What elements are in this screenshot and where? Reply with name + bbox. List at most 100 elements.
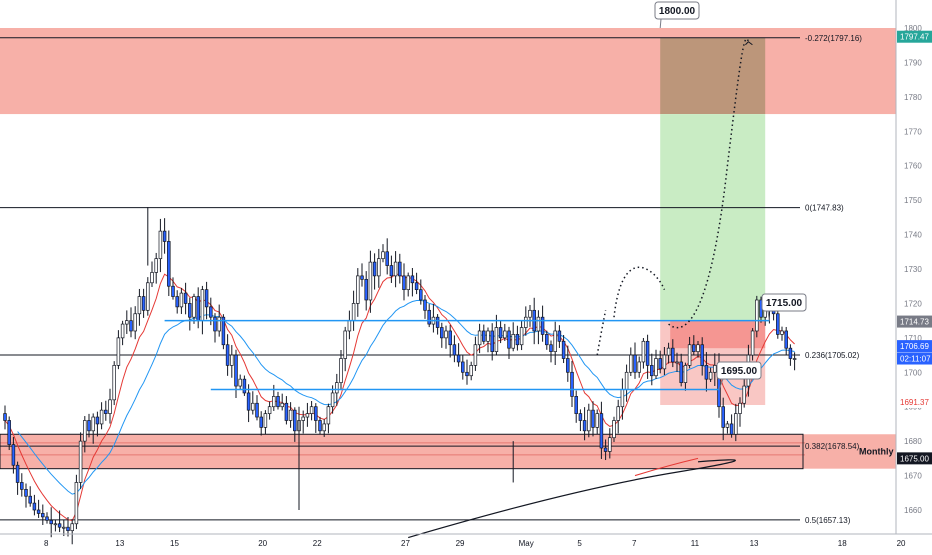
candle[interactable] [272,396,276,408]
candle[interactable] [435,316,440,328]
candle[interactable] [427,309,431,325]
candle[interactable] [713,365,717,373]
candle[interactable] [780,330,784,335]
candle[interactable] [549,344,553,352]
candle[interactable] [603,447,608,452]
candle[interactable] [356,275,360,304]
candle[interactable] [377,258,381,277]
candle[interactable] [41,513,45,518]
candle[interactable] [225,344,230,366]
candle[interactable] [616,406,620,421]
candle[interactable] [406,275,410,291]
candle[interactable] [671,347,675,363]
candle[interactable] [339,358,343,383]
candle[interactable] [708,371,713,380]
candle[interactable] [238,378,242,387]
candle[interactable] [511,334,515,349]
candle[interactable] [74,482,79,525]
candle[interactable] [104,409,108,414]
candle[interactable] [347,320,352,332]
candle[interactable] [335,382,339,394]
candle[interactable] [683,365,688,383]
candle[interactable] [24,488,28,497]
candle[interactable] [330,392,335,408]
candle[interactable] [368,261,373,301]
candle[interactable] [381,251,385,260]
candle[interactable] [637,361,641,373]
candle[interactable] [734,413,738,435]
candle[interactable] [599,413,604,449]
candle[interactable] [658,358,662,370]
candle[interactable] [419,289,423,301]
candle[interactable] [498,327,503,339]
candle[interactable] [452,344,457,356]
candle[interactable] [650,365,654,377]
candle[interactable] [507,330,511,349]
candle[interactable] [393,261,398,277]
candle[interactable] [171,285,175,297]
candle[interactable] [540,316,545,335]
candle[interactable] [251,402,255,411]
candle[interactable] [293,409,297,432]
candle[interactable] [309,406,314,414]
candle[interactable] [608,437,612,452]
candle[interactable] [557,330,562,342]
candle[interactable] [692,344,696,352]
candle[interactable] [364,278,368,301]
candle[interactable] [444,330,448,339]
candle[interactable] [125,320,129,325]
candle[interactable] [15,464,20,483]
candle[interactable] [141,296,146,311]
candle[interactable] [192,296,196,318]
candle[interactable] [11,444,16,466]
candle[interactable] [204,289,209,308]
candle[interactable] [209,306,213,318]
candle[interactable] [561,340,566,359]
candle[interactable] [221,316,226,346]
candle[interactable] [784,330,788,349]
candle[interactable] [587,409,591,432]
candle[interactable] [503,330,507,339]
candle[interactable] [461,361,465,373]
candle[interactable] [704,365,709,380]
candle[interactable] [351,303,356,321]
candle[interactable] [158,230,163,260]
candle[interactable] [83,420,87,442]
candle[interactable] [582,420,587,432]
candle[interactable] [612,420,616,439]
candle[interactable] [750,330,755,356]
candle[interactable] [578,413,583,421]
candle[interactable] [477,330,482,346]
candle[interactable] [280,402,284,408]
candle[interactable] [276,396,280,408]
candle[interactable] [36,509,41,514]
candle[interactable] [146,282,150,311]
candle[interactable] [641,340,646,363]
candle[interactable] [398,261,402,277]
candle[interactable] [242,378,247,394]
candle[interactable] [95,416,100,425]
candle[interactable] [255,402,259,418]
candle[interactable] [486,330,490,342]
candle[interactable] [469,365,473,377]
candle[interactable] [133,313,137,332]
candle[interactable] [259,416,263,428]
candle[interactable] [440,327,444,339]
candle[interactable] [465,371,469,377]
candle[interactable] [633,354,637,373]
candle[interactable] [162,230,167,242]
candle[interactable] [402,275,406,291]
candle[interactable] [116,337,121,366]
candle[interactable] [385,251,389,266]
candle[interactable] [448,330,452,346]
candle[interactable] [410,275,415,284]
candle[interactable] [49,519,53,525]
candle[interactable] [662,354,667,370]
candle[interactable] [78,440,83,483]
candle[interactable] [591,409,595,428]
candle[interactable] [108,399,112,414]
candle[interactable] [91,416,95,432]
candle[interactable] [179,292,184,308]
candle[interactable] [700,344,704,366]
